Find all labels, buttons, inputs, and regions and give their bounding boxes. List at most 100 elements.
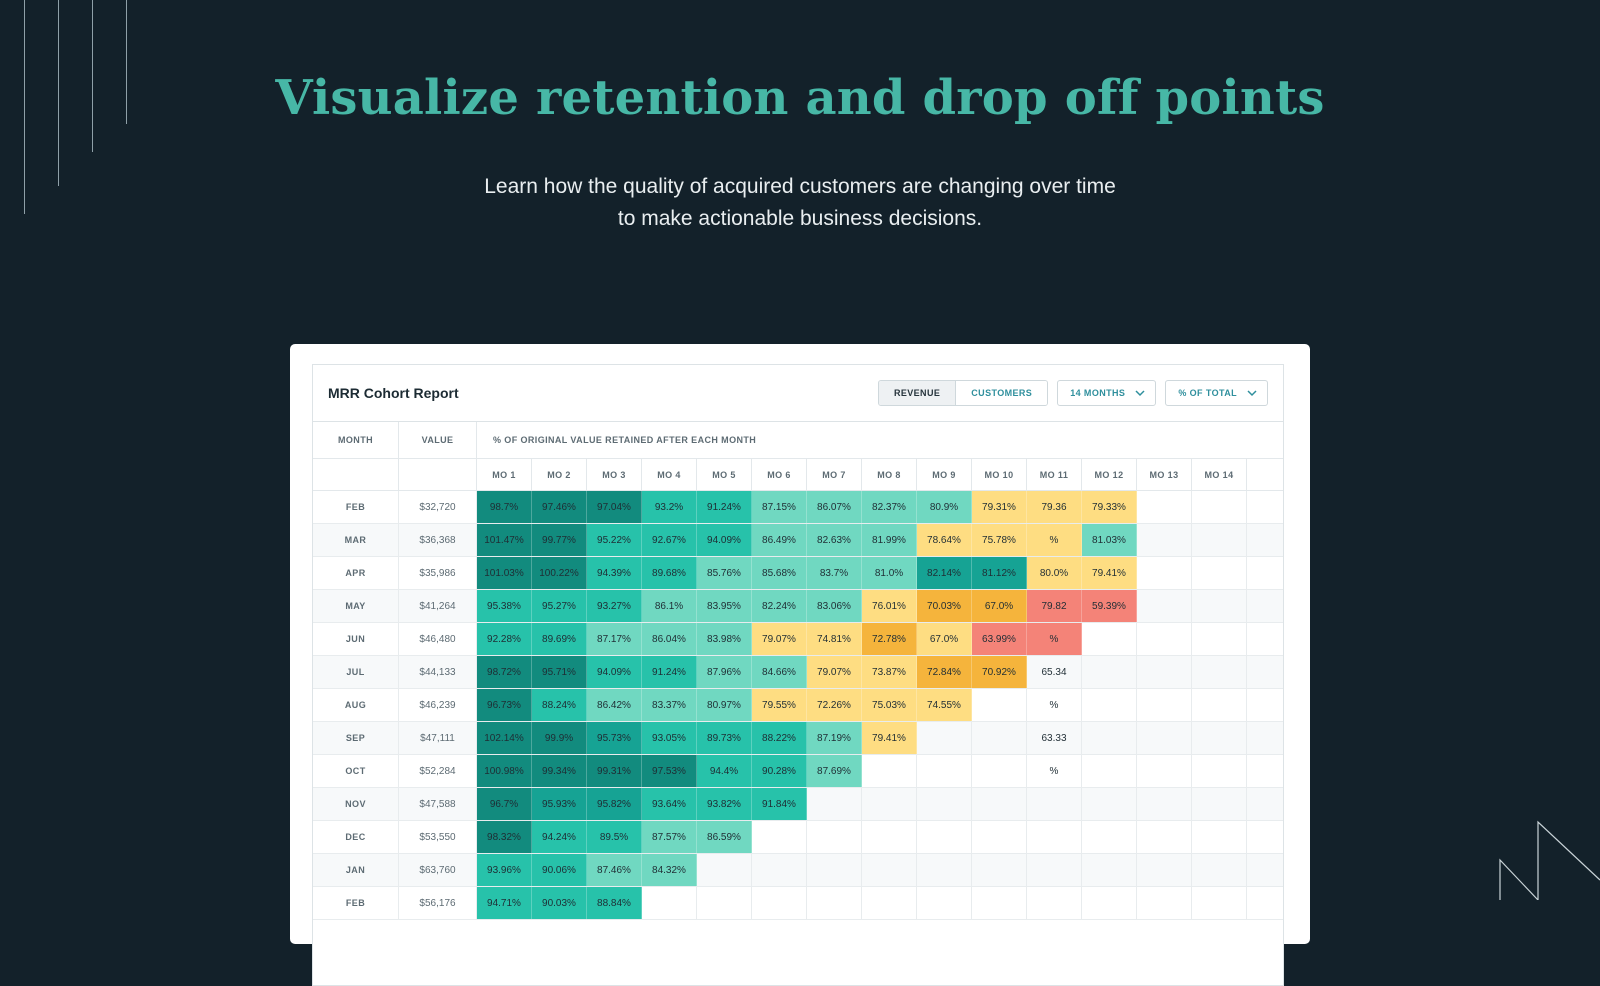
cohort-value: $47,111 [399, 722, 477, 754]
report-header: MRR Cohort Report REVENUE CUSTOMERS 14 M… [313, 365, 1283, 422]
retention-cell: 75.78% [972, 524, 1027, 556]
retention-cell [1027, 887, 1082, 919]
retention-cell: 95.73% [587, 722, 642, 754]
revenue-button[interactable]: REVENUE [878, 381, 957, 405]
retention-cell [752, 887, 807, 919]
retention-cell [807, 854, 862, 886]
retention-cell: 93.05% [642, 722, 697, 754]
retention-cell [972, 755, 1027, 787]
retention-cell: 79.82 [1027, 590, 1082, 622]
months-dropdown[interactable]: 14 MONTHS [1057, 380, 1157, 406]
retention-cell: 89.69% [532, 623, 587, 655]
cohort-month: JUL [313, 656, 399, 688]
decorative-line [92, 0, 93, 152]
table-body: FEB $32,720 98.7% 97.46% 97.04% 93.2% 91.24% 87… [313, 491, 1283, 920]
retention-cell: 95.22% [587, 524, 642, 556]
customers-button[interactable]: CUSTOMERS [956, 381, 1048, 405]
retention-cell [972, 887, 1027, 919]
retention-cell: 87.19% [807, 722, 862, 754]
mrr-cohort-report: MRR Cohort Report REVENUE CUSTOMERS 14 M… [312, 364, 1284, 986]
cohort-month: OCT [313, 755, 399, 787]
cohort-month: JUN [313, 623, 399, 655]
decorative-line [58, 0, 59, 186]
retention-cell [1082, 722, 1137, 754]
cohort-month: SEP [313, 722, 399, 754]
retention-cell: 80.9% [917, 491, 972, 523]
retention-cell: 67.0% [917, 623, 972, 655]
retention-cell: 79.31% [972, 491, 1027, 523]
retention-cell: 82.14% [917, 557, 972, 589]
retention-caption: % OF ORIGINAL VALUE RETAINED AFTER EACH … [493, 435, 757, 445]
retention-cell [862, 887, 917, 919]
metric-dropdown[interactable]: % OF TOTAL [1165, 380, 1268, 406]
retention-cell: 78.64% [917, 524, 972, 556]
retention-cell: 100.22% [532, 557, 587, 589]
retention-cell: 76.01% [862, 590, 917, 622]
hero-subtitle-line: to make actionable business decisions. [617, 207, 983, 230]
retention-cell [1192, 590, 1247, 622]
retention-cell: 95.38% [477, 590, 532, 622]
retention-cell [1137, 623, 1192, 655]
retention-cell [1137, 788, 1192, 820]
retention-cell: 93.2% [642, 491, 697, 523]
retention-cell: 83.98% [697, 623, 752, 655]
retention-cell: 93.64% [642, 788, 697, 820]
retention-cell [1082, 821, 1137, 853]
retention-cell: 79.36 [1027, 491, 1082, 523]
retention-cell [1137, 656, 1192, 688]
column-header-mo: MO 9 [917, 459, 972, 490]
table-row: JAN $63,760 93.96% 90.06% 87.46% 84.32% [313, 854, 1283, 887]
cohort-month: FEB [313, 491, 399, 523]
retention-cell: 79.07% [752, 623, 807, 655]
retention-cell [1082, 689, 1137, 721]
cohort-month: MAR [313, 524, 399, 556]
retention-cell: 92.28% [477, 623, 532, 655]
retention-cell [1082, 887, 1137, 919]
column-header-mo: MO 13 [1137, 459, 1192, 490]
retention-cell: 82.37% [862, 491, 917, 523]
retention-cell [862, 788, 917, 820]
hero-subtitle-line: Learn how the quality of acquired custom… [484, 175, 1116, 198]
cohort-value: $44,133 [399, 656, 477, 688]
retention-cell: 84.32% [642, 854, 697, 886]
cohort-value: $56,176 [399, 887, 477, 919]
retention-cell [642, 887, 697, 919]
retention-cell: 86.59% [697, 821, 752, 853]
retention-cell: 83.06% [807, 590, 862, 622]
retention-cell: 101.03% [477, 557, 532, 589]
retention-cell: 88.22% [752, 722, 807, 754]
retention-cell [862, 821, 917, 853]
retention-cell: 93.27% [587, 590, 642, 622]
retention-cell [972, 722, 1027, 754]
retention-cell [1137, 557, 1192, 589]
retention-cell: 101.47% [477, 524, 532, 556]
retention-cell [917, 755, 972, 787]
retention-cell [1192, 557, 1247, 589]
retention-cell [862, 854, 917, 886]
cohort-value: $36,368 [399, 524, 477, 556]
retention-cell: 81.03% [1082, 524, 1137, 556]
retention-cell [1192, 623, 1247, 655]
retention-cell [1192, 656, 1247, 688]
retention-cell: 89.5% [587, 821, 642, 853]
report-controls: REVENUE CUSTOMERS 14 MONTHS % OF TOTAL [877, 380, 1268, 406]
table-row: AUG $46,239 96.73% 88.24% 86.42% 83.37% 80.97%… [313, 689, 1283, 722]
retention-cell: 81.12% [972, 557, 1027, 589]
retention-cell: 100.98% [477, 755, 532, 787]
retention-cell: 92.67% [642, 524, 697, 556]
retention-cell: 95.93% [532, 788, 587, 820]
retention-cell: 94.71% [477, 887, 532, 919]
retention-cell [1192, 887, 1247, 919]
retention-cell: 79.33% [1082, 491, 1137, 523]
retention-cell: 88.84% [587, 887, 642, 919]
retention-cell [807, 887, 862, 919]
column-header-mo: MO 12 [1082, 459, 1137, 490]
retention-cell: 90.03% [532, 887, 587, 919]
table-row: NOV $47,588 96.7% 95.93% 95.82% 93.64% 93.82% 9… [313, 788, 1283, 821]
retention-cell: % [1027, 755, 1082, 787]
retention-cell: 72.26% [807, 689, 862, 721]
retention-cell: 74.81% [807, 623, 862, 655]
retention-cell: 91.24% [642, 656, 697, 688]
retention-cell [1137, 689, 1192, 721]
cohort-month: FEB [313, 887, 399, 919]
